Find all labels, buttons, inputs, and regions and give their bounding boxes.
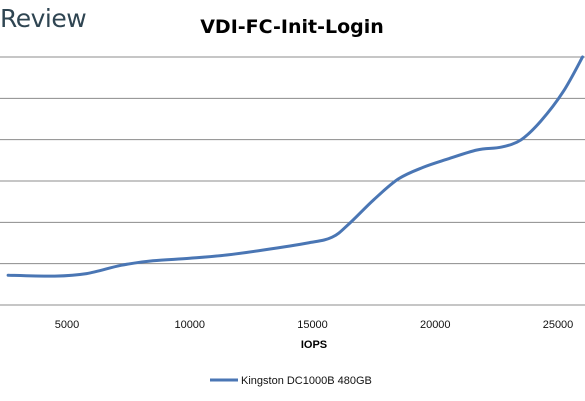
series-layer xyxy=(6,55,584,278)
series-line xyxy=(6,55,584,278)
gridlines xyxy=(0,56,585,306)
x-axis-label: IOPS xyxy=(301,339,327,351)
x-tick-label: 15000 xyxy=(297,319,328,331)
x-tick-label: 10000 xyxy=(174,319,205,331)
chart-title: VDI-FC-Init-Login xyxy=(200,16,384,38)
x-axis-ticks: 5000 10000 15000 20000 25000 xyxy=(55,319,574,331)
legend: Kingston DC1000B 480GB xyxy=(210,375,372,387)
review-watermark-logo: Review xyxy=(0,4,87,33)
x-tick-label: 25000 xyxy=(543,319,574,331)
x-tick-label: 5000 xyxy=(55,319,79,331)
x-tick-label: 20000 xyxy=(420,319,451,331)
legend-label: Kingston DC1000B 480GB xyxy=(241,375,372,387)
